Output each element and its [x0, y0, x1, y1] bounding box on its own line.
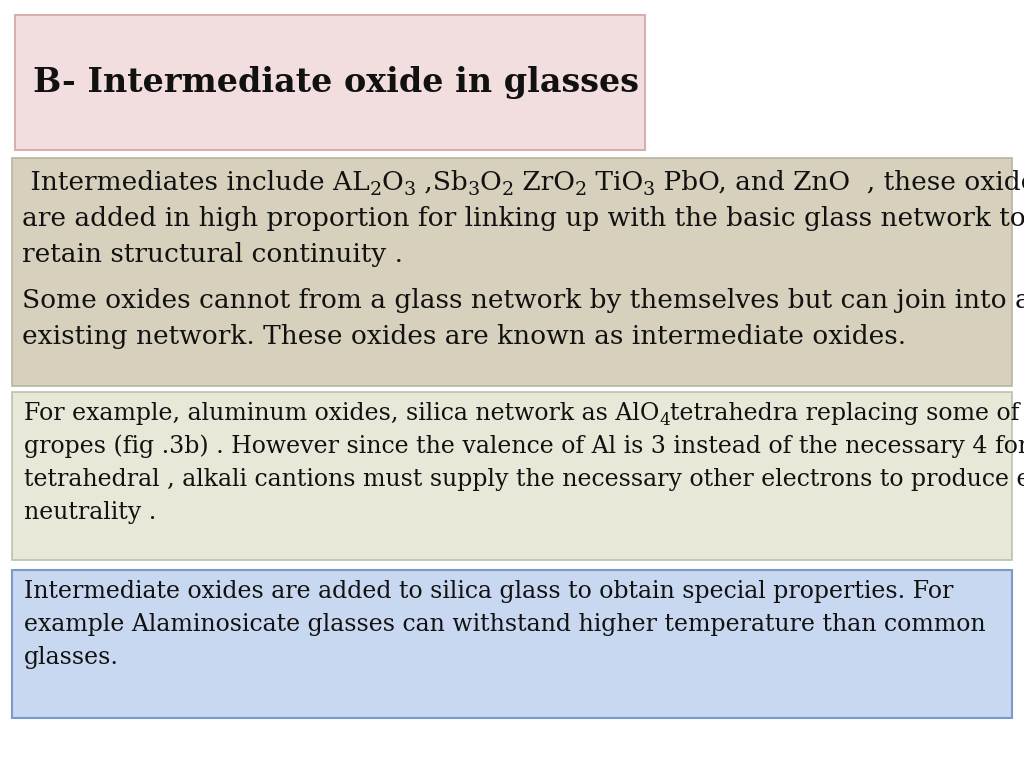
Text: retain structural continuity .: retain structural continuity .: [22, 242, 403, 267]
Text: For example, aluminum oxides, silica network as AlO: For example, aluminum oxides, silica net…: [24, 402, 659, 425]
Text: example Alaminosicate glasses can withstand higher temperature than common: example Alaminosicate glasses can withst…: [24, 613, 986, 636]
Text: Some oxides cannot from a glass network by themselves but can join into an: Some oxides cannot from a glass network …: [22, 288, 1024, 313]
Text: ZrO: ZrO: [513, 170, 574, 195]
Text: 3: 3: [403, 181, 416, 200]
Text: 4: 4: [659, 412, 671, 429]
FancyBboxPatch shape: [12, 570, 1012, 718]
FancyBboxPatch shape: [15, 15, 645, 150]
FancyBboxPatch shape: [12, 158, 1012, 386]
Text: 2: 2: [502, 181, 513, 200]
Text: O: O: [382, 170, 403, 195]
Text: PbO, and ZnO  , these oxides: PbO, and ZnO , these oxides: [655, 170, 1024, 195]
Text: Intermediate oxides are added to silica glass to obtain special properties. For: Intermediate oxides are added to silica …: [24, 580, 953, 603]
Text: 3: 3: [643, 181, 655, 200]
Text: 2: 2: [370, 181, 382, 200]
Text: B- Intermediate oxide in glasses: B- Intermediate oxide in glasses: [33, 66, 639, 99]
Text: tetrahedra replacing some of the SiO: tetrahedra replacing some of the SiO: [671, 402, 1024, 425]
Text: Intermediates include AL: Intermediates include AL: [22, 170, 370, 195]
Text: glasses.: glasses.: [24, 646, 119, 669]
Text: TiO: TiO: [587, 170, 643, 195]
Text: are added in high proportion for linking up with the basic glass network to: are added in high proportion for linking…: [22, 206, 1024, 231]
Text: existing network. These oxides are known as intermediate oxides.: existing network. These oxides are known…: [22, 324, 906, 349]
FancyBboxPatch shape: [12, 392, 1012, 560]
Text: O: O: [479, 170, 502, 195]
Text: 3: 3: [468, 181, 479, 200]
Text: neutrality .: neutrality .: [24, 501, 157, 524]
Text: tetrahedral , alkali cantions must supply the necessary other electrons to produ: tetrahedral , alkali cantions must suppl…: [24, 468, 1024, 491]
Text: ,Sb: ,Sb: [416, 170, 468, 195]
Text: gropes (fig .3b) . However since the valence of Al is 3 instead of the necessary: gropes (fig .3b) . However since the val…: [24, 435, 1024, 458]
Text: 2: 2: [574, 181, 587, 200]
